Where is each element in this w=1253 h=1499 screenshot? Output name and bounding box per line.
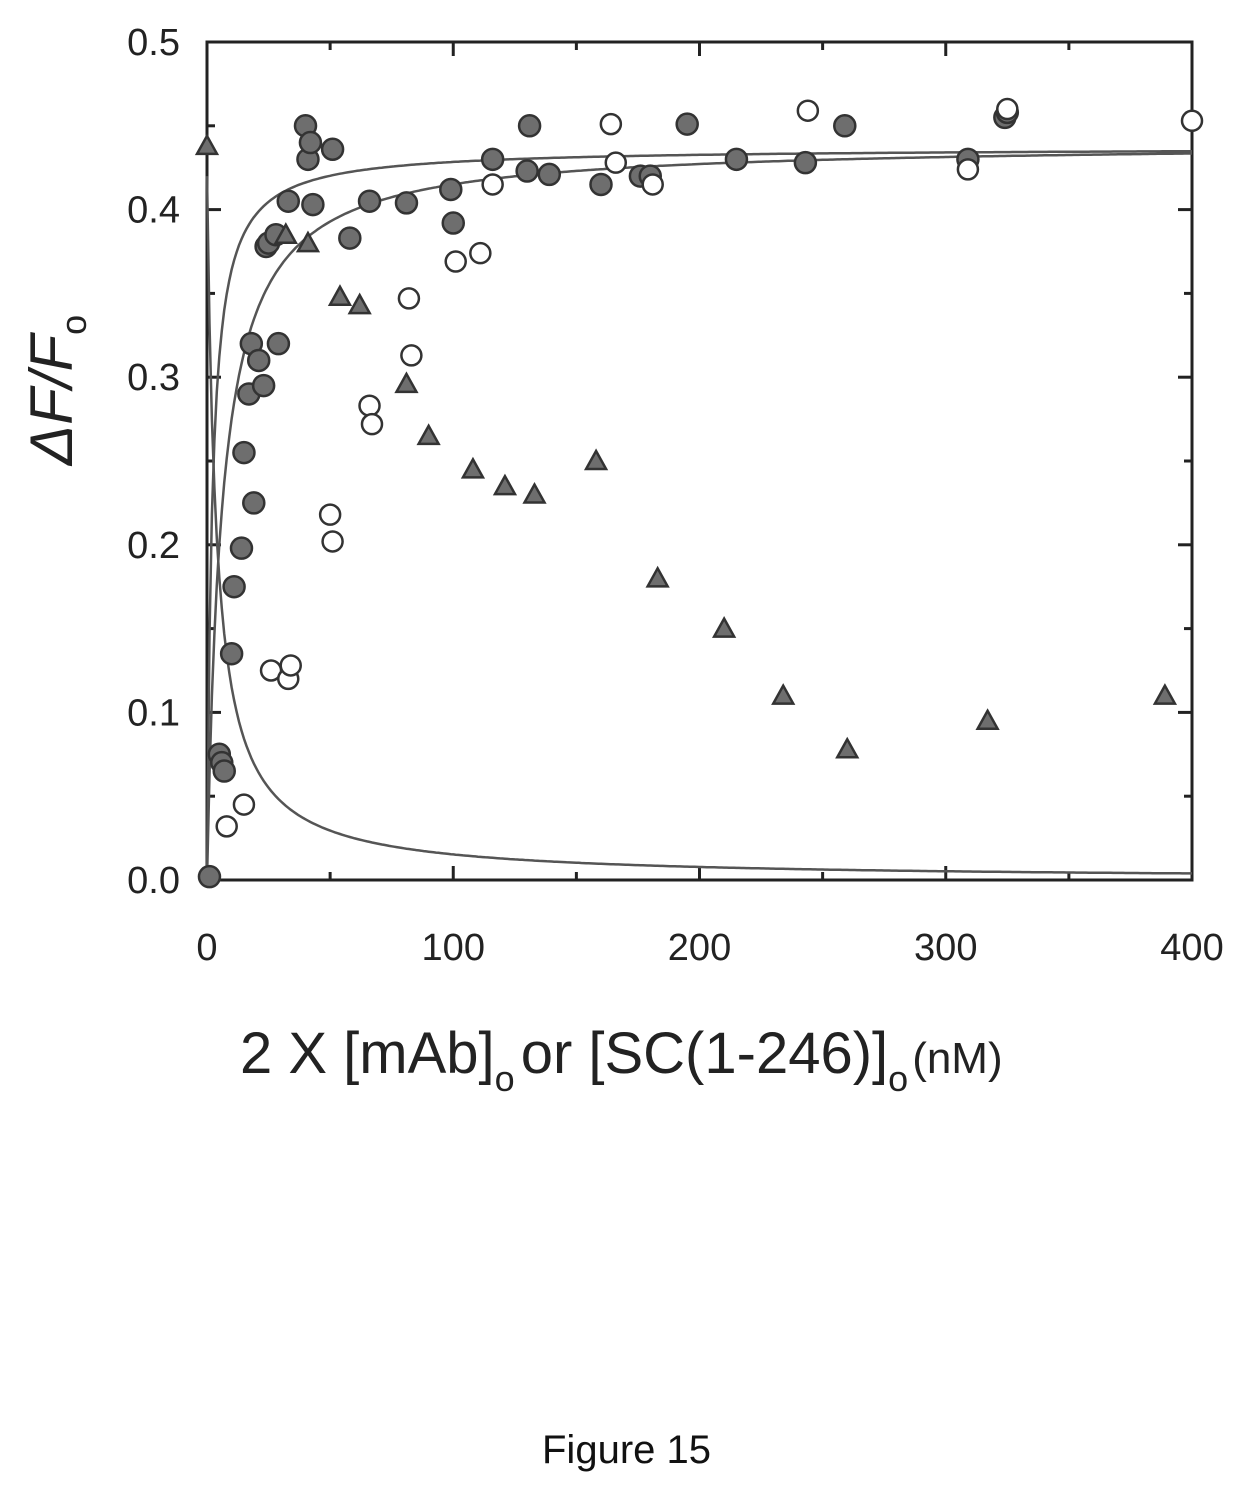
triangle-data-point [273,222,298,244]
triangle-data-point [460,456,486,479]
x-tick-label: 0 [196,927,217,969]
triangle-data-point [327,284,353,307]
open-circle-data-point [360,412,384,436]
filled-circle-data-point [833,114,857,138]
open-circle-data-point [641,173,664,196]
x-axis-title-part1: 2 X [mAb] [240,1021,495,1086]
x-axis-title: 2 X [mAb]o or [SC(1-246)]o(nM) [240,1021,1003,1099]
triangle-data-point [295,230,321,253]
triangle-data-point [712,616,737,638]
y-axis-title-sub: o [53,315,94,335]
triangle-data-point [975,708,1000,731]
x-axis-ticks: 0 100 200 300 400 [196,42,1224,969]
x-tick-label: 300 [914,927,977,969]
open-circle-data-point [358,394,381,417]
triangle-data-point [835,736,860,759]
triangle-data-point [1152,683,1178,705]
triangle-data-point [416,423,441,446]
open-circle-data-point [996,97,1019,121]
figure-caption: Figure 15 [542,1428,711,1472]
filled-circle-data-point [222,574,246,599]
triangle-data-point [394,371,419,394]
open-circle-data-point [469,241,492,265]
plot-frame [205,40,1194,882]
x-tick-label: 100 [422,927,485,969]
filled-circle-data-point [515,159,539,183]
y-tick-label: 0.3 [127,357,180,399]
x-axis-title-sub2: o [888,1058,908,1099]
filled-circle-data-point [793,150,818,175]
open-circle-data-point [796,99,820,122]
filled-circle-data-point [251,373,276,398]
fit-curve-competition [205,176,1192,875]
filled-circle-data-point [480,147,505,172]
x-axis-title-part2: or [SC(1-246)] [521,1021,888,1086]
open-circle-data-point [604,151,628,174]
filled-circle-data-point [589,172,613,197]
x-tick-label: 400 [1160,927,1223,969]
filled-circle-data-point [246,348,271,373]
filled-circle-data-point [724,147,749,172]
filled-circle-data-point [357,189,382,213]
y-tick-label: 0.4 [127,190,180,232]
filled-circle-data-point [232,440,256,465]
open-circle-data-point [599,112,623,136]
y-tick-label: 0.0 [127,860,180,902]
triangle-data-point [347,292,372,315]
triangle-data-point [771,683,796,705]
filled-circle-data-point [266,331,291,356]
filled-circle-data-point [320,137,345,162]
open-circle-data-point [321,530,344,553]
filled-circle-data-point [675,112,699,136]
data-points [194,97,1204,889]
x-tick-label: 200 [668,927,731,969]
open-circle-data-point [279,654,302,677]
filled-circle-data-point [439,177,463,202]
triangle-data-point [522,481,547,504]
filled-circle-data-point [219,641,244,666]
y-tick-label: 0.1 [127,692,180,734]
y-axis-title-main: ΔF/F [18,332,85,468]
triangle-data-point [583,448,609,471]
filled-circle-data-point [537,162,562,187]
filled-circle-data-point [301,192,325,217]
triangle-data-point [194,133,220,156]
open-circle-data-point [481,173,504,196]
open-circle-data-point [397,287,421,310]
open-circle-data-point [1180,109,1204,133]
filled-circle-data-point [394,191,419,215]
filled-circle-data-point [212,759,236,783]
fit-curves [205,149,1192,881]
x-axis-title-sub1: o [495,1058,515,1099]
y-tick-label: 0.5 [127,22,180,64]
fit-curve-binding [205,149,1192,881]
open-circle-data-point [444,250,467,273]
open-circle-data-point [400,344,423,367]
open-circle-data-point [215,815,238,838]
y-axis-ticks: 0.0 0.1 0.2 0.3 0.4 0.5 [127,22,1192,902]
filled-circle-data-point [276,189,301,213]
x-axis-title-part3: (nM) [912,1034,1002,1083]
filled-circle-data-point [229,536,254,560]
filled-circle-data-point [298,130,323,155]
open-circle-data-point [318,503,342,526]
triangle-data-point [645,565,670,588]
open-circle-data-point [956,158,980,181]
y-axis-title: ΔF/Fo [18,315,94,467]
triangle-data-point [492,473,518,496]
filled-circle-data-point [197,864,222,889]
plot-border [205,40,1194,882]
filled-circle-data-point [517,114,542,138]
chart: 0 100 200 300 400 0.00.10.20.30.40.5 ΔF/Fo 2… [18,22,1224,1099]
open-circle-data-point [232,793,256,816]
y-tick-label: 0.2 [127,525,180,567]
filled-circle-data-point [441,211,465,235]
filled-circle-data-point [338,226,362,250]
filled-circle-data-point [242,491,266,515]
fit-curve-binding [205,152,1192,881]
